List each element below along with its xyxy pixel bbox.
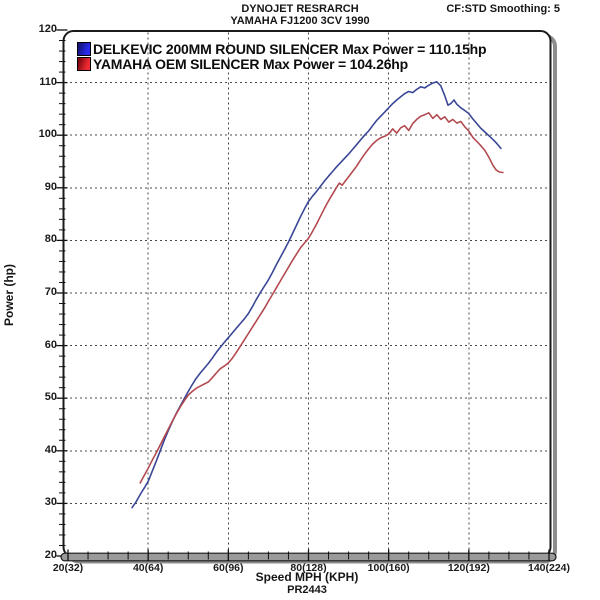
x-tick-label: 20(32) (52, 562, 84, 574)
y-tick-label: 110 (39, 75, 57, 88)
y-tick-label: 30 (44, 496, 57, 509)
y-tick-label: 20 (44, 549, 57, 561)
x-tick-label: 120(192) (447, 562, 490, 574)
chart-title: DYNOJET RESRARCH YAMAHA FJ1200 3CV 1990 (0, 3, 600, 27)
x-axis-title: Speed MPH (KPH) (255, 570, 359, 584)
power-curve-delkevic (131, 81, 502, 509)
run-number: PR2443 (287, 584, 327, 596)
x-axis-ticks (67, 549, 550, 561)
plot-border (62, 30, 552, 558)
y-tick-label: 60 (44, 338, 57, 351)
legend-swatch-delkevic-icon (77, 42, 91, 56)
x-tick-label: 100(160) (367, 562, 410, 574)
legend-label-delkevic: DELKEVIC 200MM ROUND SILENCER Max Power … (93, 41, 487, 57)
y-tick-label: 40 (44, 443, 57, 456)
x-tick-label: 80(128) (290, 562, 327, 574)
x-tick-label: 60(96) (213, 562, 244, 574)
power-curve-oem (139, 112, 504, 484)
title-line-1: DYNOJET RESRARCH (241, 3, 359, 15)
x-tick-label: 140(224) (527, 562, 571, 574)
y-tick-label: 100 (38, 128, 57, 141)
legend-label-oem: YAMAHA OEM SILENCER Max Power = 104.26hp (93, 56, 408, 72)
legend-swatch-oem-icon (77, 57, 91, 71)
smoothing-info: CF:STD Smoothing: 5 (446, 3, 560, 15)
y-tick-label: 120 (38, 23, 57, 35)
title-line-2: YAMAHA FJ1200 3CV 1990 (230, 15, 370, 27)
legend-item: YAMAHA OEM SILENCER Max Power = 104.26hp (77, 56, 486, 72)
y-axis-title: Power (hp) (2, 264, 16, 326)
legend-item: DELKEVIC 200MM ROUND SILENCER Max Power … (77, 41, 487, 57)
y-tick-label: 80 (44, 233, 57, 246)
y-tick-label: 90 (44, 180, 57, 193)
y-tick-label: 50 (44, 391, 57, 404)
legend: DELKEVIC 200MM ROUND SILENCER Max Power … (77, 41, 487, 72)
y-tick-label: 70 (44, 286, 57, 298)
x-tick-label: 40(64) (132, 562, 164, 574)
